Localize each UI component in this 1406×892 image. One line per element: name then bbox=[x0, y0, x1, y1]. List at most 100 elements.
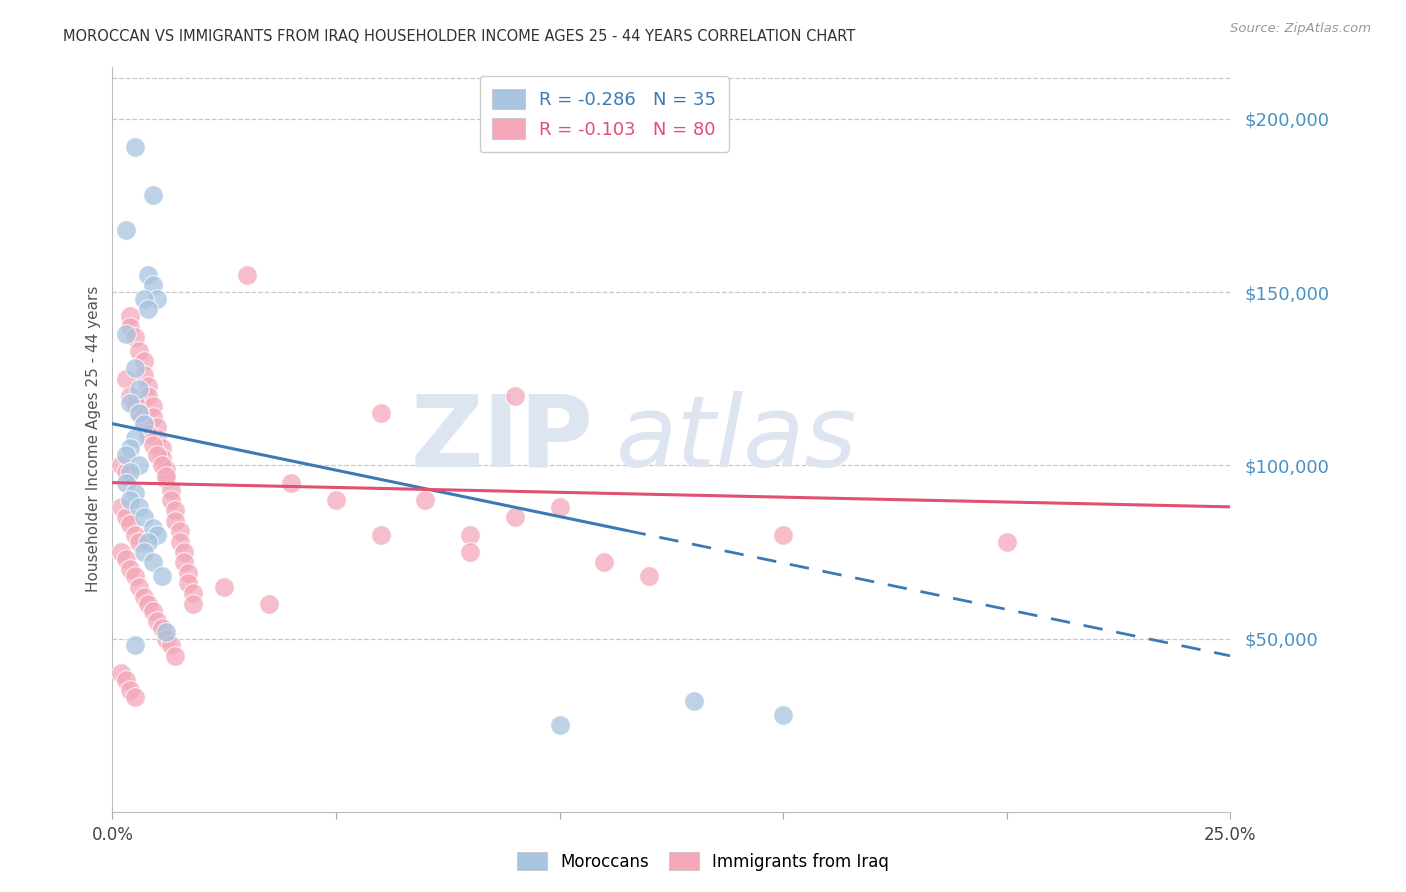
Point bbox=[503, 510, 526, 524]
Point bbox=[370, 406, 392, 420]
Point bbox=[415, 492, 437, 507]
Point bbox=[146, 448, 169, 462]
Point bbox=[132, 354, 155, 368]
Point bbox=[155, 472, 177, 486]
Point bbox=[128, 534, 150, 549]
Point bbox=[132, 417, 155, 431]
Point bbox=[772, 527, 794, 541]
Point bbox=[159, 483, 181, 497]
Point bbox=[142, 409, 165, 424]
Point bbox=[146, 527, 169, 541]
Point bbox=[136, 302, 159, 317]
Point bbox=[155, 632, 177, 646]
Point bbox=[115, 223, 138, 237]
Point bbox=[136, 597, 159, 611]
Point bbox=[142, 188, 165, 202]
Y-axis label: Householder Income Ages 25 - 44 years: Householder Income Ages 25 - 44 years bbox=[86, 286, 101, 592]
Point bbox=[150, 458, 173, 473]
Text: MOROCCAN VS IMMIGRANTS FROM IRAQ HOUSEHOLDER INCOME AGES 25 - 44 YEARS CORRELATI: MOROCCAN VS IMMIGRANTS FROM IRAQ HOUSEHO… bbox=[63, 29, 855, 44]
Point bbox=[257, 597, 280, 611]
Point bbox=[128, 406, 150, 420]
Point bbox=[165, 648, 187, 663]
Point bbox=[142, 278, 165, 293]
Point bbox=[142, 400, 165, 414]
Legend: Moroccans, Immigrants from Iraq: Moroccans, Immigrants from Iraq bbox=[509, 844, 897, 880]
Point bbox=[280, 475, 302, 490]
Point bbox=[110, 666, 132, 681]
Point bbox=[150, 441, 173, 455]
Point bbox=[124, 639, 146, 653]
Point bbox=[132, 545, 155, 559]
Point bbox=[115, 510, 138, 524]
Point bbox=[503, 389, 526, 403]
Point bbox=[142, 521, 165, 535]
Point bbox=[165, 503, 187, 517]
Point bbox=[548, 718, 571, 732]
Point bbox=[120, 517, 142, 532]
Point bbox=[120, 492, 142, 507]
Point bbox=[120, 319, 142, 334]
Point bbox=[132, 510, 155, 524]
Point bbox=[165, 514, 187, 528]
Point bbox=[128, 343, 150, 358]
Point bbox=[132, 368, 155, 383]
Point bbox=[115, 673, 138, 687]
Point bbox=[124, 361, 146, 376]
Point bbox=[132, 417, 155, 431]
Point bbox=[593, 555, 616, 569]
Point bbox=[155, 462, 177, 476]
Point bbox=[120, 441, 142, 455]
Point bbox=[124, 486, 146, 500]
Point bbox=[120, 396, 142, 410]
Point bbox=[132, 590, 155, 604]
Point bbox=[120, 389, 142, 403]
Point bbox=[128, 458, 150, 473]
Point bbox=[995, 534, 1018, 549]
Point bbox=[150, 621, 173, 635]
Point bbox=[155, 468, 177, 483]
Point bbox=[120, 310, 142, 324]
Point bbox=[370, 527, 392, 541]
Point bbox=[115, 551, 138, 566]
Point bbox=[115, 326, 138, 341]
Point bbox=[146, 420, 169, 434]
Point bbox=[177, 566, 200, 580]
Point bbox=[120, 465, 142, 479]
Point bbox=[115, 475, 138, 490]
Point bbox=[638, 569, 661, 583]
Point bbox=[136, 378, 159, 392]
Point bbox=[120, 562, 142, 576]
Point bbox=[682, 694, 704, 708]
Point bbox=[155, 624, 177, 639]
Point bbox=[124, 569, 146, 583]
Point bbox=[458, 527, 481, 541]
Point bbox=[124, 139, 146, 153]
Point bbox=[548, 500, 571, 514]
Point bbox=[159, 639, 181, 653]
Text: Source: ZipAtlas.com: Source: ZipAtlas.com bbox=[1230, 22, 1371, 36]
Point bbox=[124, 527, 146, 541]
Point bbox=[173, 555, 195, 569]
Point bbox=[136, 534, 159, 549]
Point bbox=[325, 492, 347, 507]
Point bbox=[115, 448, 138, 462]
Point bbox=[142, 555, 165, 569]
Point bbox=[177, 576, 200, 591]
Point bbox=[124, 396, 146, 410]
Point bbox=[124, 431, 146, 445]
Point bbox=[136, 389, 159, 403]
Point bbox=[132, 292, 155, 306]
Legend: R = -0.286   N = 35, R = -0.103   N = 80: R = -0.286 N = 35, R = -0.103 N = 80 bbox=[479, 76, 728, 152]
Text: ZIP: ZIP bbox=[411, 391, 593, 488]
Point bbox=[214, 580, 236, 594]
Point bbox=[110, 458, 132, 473]
Point bbox=[142, 604, 165, 618]
Point bbox=[173, 545, 195, 559]
Point bbox=[181, 597, 204, 611]
Text: atlas: atlas bbox=[616, 391, 858, 488]
Point bbox=[136, 427, 159, 442]
Point bbox=[169, 524, 191, 538]
Point bbox=[159, 492, 181, 507]
Point bbox=[142, 437, 165, 451]
Point bbox=[110, 500, 132, 514]
